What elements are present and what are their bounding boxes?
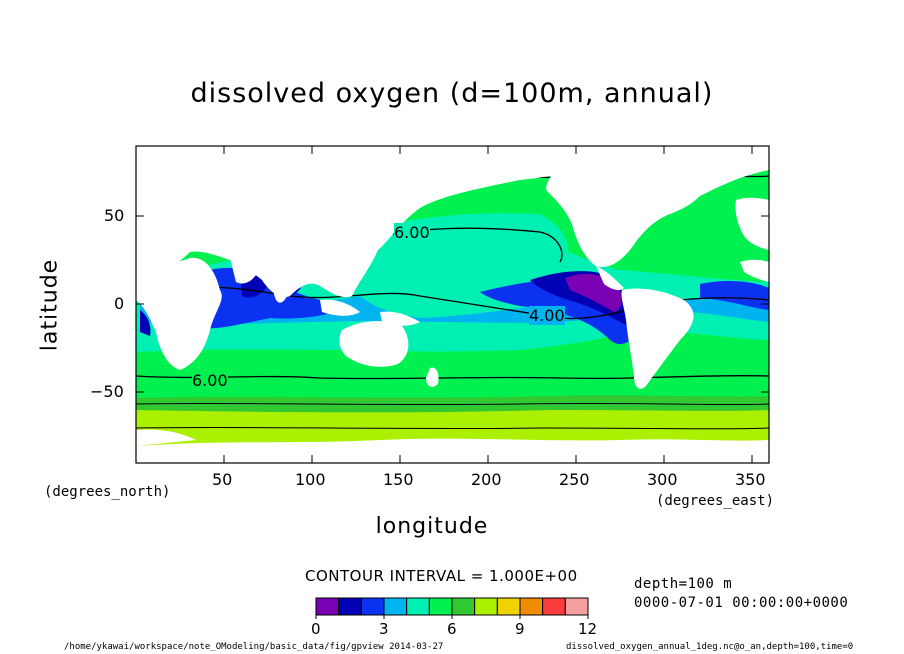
colorbar-swatch-3	[383, 597, 408, 616]
colorbar-label-3: 3	[379, 620, 389, 638]
colorbar-label-12: 12	[578, 620, 598, 638]
colorbar-label-6: 6	[447, 620, 457, 638]
y-tick-label-50: 50	[104, 206, 125, 225]
colorbar-tick-marks	[315, 615, 589, 619]
new-guinea-land	[380, 311, 420, 326]
new-zealand-land	[426, 367, 439, 387]
greenland-land	[640, 149, 740, 188]
colorbar-swatch-8	[496, 597, 521, 616]
west-africa-2-3-region	[140, 310, 151, 336]
x-axis-label: longitude	[375, 514, 489, 539]
central-america-land	[596, 266, 624, 291]
x-tick-label-150: 150	[383, 470, 414, 489]
colorbar-swatch-1	[338, 597, 362, 616]
x-tick-marks	[223, 146, 753, 463]
africa-land	[136, 256, 222, 370]
indian-3-4-region	[200, 267, 350, 329]
colorbar-swatch-0	[315, 597, 340, 616]
y-tick-label-0: 0	[114, 294, 125, 313]
south-america-land	[621, 288, 694, 389]
contour-line-8-south	[136, 426, 769, 430]
colorbar-swatch-10	[542, 597, 566, 616]
y-tick-label-minus50: −50	[90, 382, 124, 401]
x-tick-label-300: 300	[647, 470, 678, 489]
x-tick-label-250: 250	[559, 470, 590, 489]
colorbar-swatch-7	[474, 597, 498, 616]
x-tick-label-200: 200	[471, 470, 502, 489]
eurasia-land	[136, 146, 640, 298]
time-info: 0000-07-01 00:00:00+0000	[634, 595, 849, 611]
atlantic-3-4-region	[700, 281, 769, 310]
y-axis-label: latitude	[37, 258, 63, 352]
colorbar-label-9: 9	[515, 620, 525, 638]
europe-land	[735, 197, 769, 250]
x-tick-label-350: 350	[735, 470, 766, 489]
colorbar	[315, 597, 589, 616]
indonesia-land	[320, 299, 360, 316]
colorbar-swatch-4	[406, 597, 430, 616]
map-plot-area	[136, 146, 769, 463]
colorbar-swatch-5	[428, 597, 453, 616]
y-tick-marks	[136, 215, 769, 393]
antarctica-land	[136, 438, 769, 463]
west-africa-wrap-land	[740, 259, 769, 282]
x-tick-label-50: 50	[212, 470, 233, 489]
antarctic-peninsula-land	[136, 429, 196, 446]
contour-line-7-south	[136, 402, 769, 406]
india-land	[271, 264, 291, 303]
x-tick-label-100: 100	[295, 470, 326, 489]
colorbar-swatch-11	[564, 597, 589, 616]
chart-title: dissolved oxygen (d=100m, annual)	[190, 78, 714, 109]
arabia-land	[230, 257, 258, 284]
contour-label-6-south: 6.00	[192, 371, 228, 390]
contour-label-4: 4.00	[529, 306, 565, 325]
colorbar-swatch-9	[519, 597, 544, 616]
colorbar-label-0: 0	[311, 620, 321, 638]
contour-line-6-south	[136, 374, 769, 380]
y-unit-label: (degrees_north)	[44, 484, 171, 500]
australia-land	[339, 321, 409, 367]
footer-source: dissolved_oxygen_annual_1deg.nc@o_an,dep…	[566, 642, 854, 652]
depth-info: depth=100 m	[634, 576, 733, 592]
footer-path: /home/ykawai/workspace/note_OModeling/ba…	[64, 642, 444, 652]
colorbar-swatch-6	[451, 597, 476, 616]
x-unit-label: (degrees_east)	[656, 493, 775, 509]
contour-label-6-north: 6.00	[394, 223, 430, 242]
colorbar-swatch-2	[360, 597, 385, 616]
contour-interval-text: CONTOUR INTERVAL = 1.000E+00	[305, 567, 578, 585]
